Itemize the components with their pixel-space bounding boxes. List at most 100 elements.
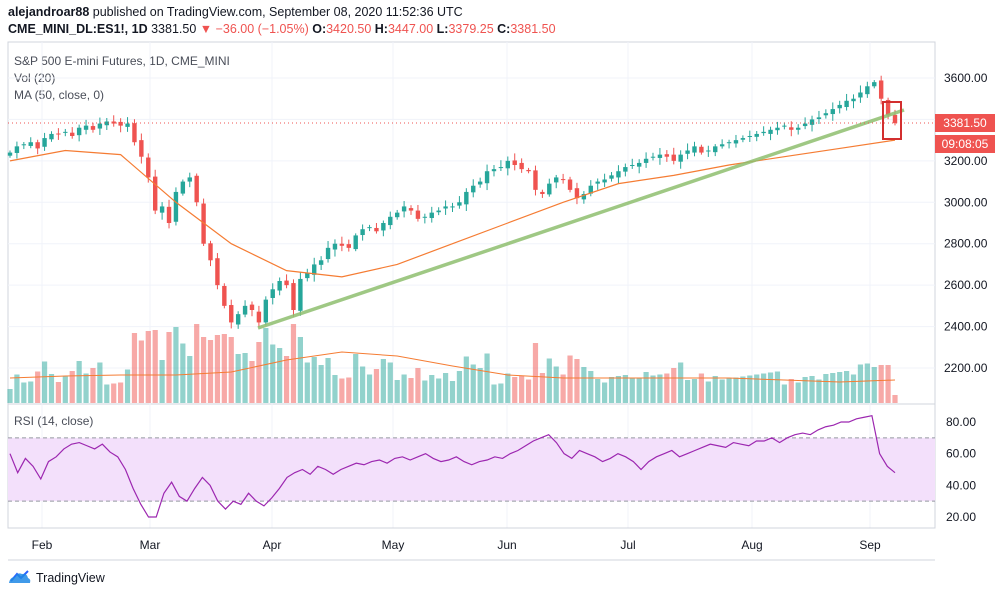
candle-body: [291, 283, 296, 310]
volume-bar: [207, 340, 214, 403]
brand-label: TradingView: [36, 570, 105, 585]
candle-body: [498, 167, 504, 169]
volume-legend[interactable]: Vol (20): [14, 71, 56, 85]
volume-bar: [774, 371, 781, 403]
volume-bar: [152, 330, 158, 403]
candle-body: [49, 133, 54, 140]
low-label: L:: [436, 22, 449, 36]
tradingview-brand[interactable]: TradingView: [8, 568, 105, 587]
volume-bar: [519, 376, 525, 403]
rsi-tick-label: 20.00: [946, 510, 976, 524]
candle-body: [443, 206, 448, 209]
volume-bar: [629, 378, 635, 403]
volume-bar: [525, 379, 532, 403]
rsi-tick-label: 40.00: [946, 478, 976, 492]
volume-bar: [394, 380, 400, 403]
volume-bars: [7, 324, 898, 403]
volume-bar: [145, 331, 151, 403]
close-label: C:: [497, 22, 511, 36]
candle-body: [671, 154, 676, 161]
volume-bar: [712, 376, 718, 403]
volume-bar: [194, 324, 200, 403]
candle-body: [581, 194, 587, 200]
volume-bar: [55, 382, 61, 403]
volume-bar: [719, 379, 725, 403]
candle-body: [477, 181, 483, 185]
open-label: O:: [312, 22, 327, 36]
ma-legend[interactable]: MA (50, close, 0): [14, 88, 105, 102]
candle-body: [851, 98, 856, 102]
candle-body: [706, 150, 711, 152]
symbol-label[interactable]: CME_MINI_DL:ES1!, 1D: [8, 22, 148, 36]
candle-body: [415, 210, 421, 219]
volume-bar: [830, 373, 836, 403]
volume-bar: [124, 369, 131, 403]
volume-bar: [767, 372, 774, 403]
candle-body: [533, 170, 538, 190]
price-tick-label: 2400.00: [944, 320, 988, 334]
volume-bar: [512, 377, 518, 403]
volume-bar: [235, 354, 241, 403]
volume-bar: [7, 389, 13, 403]
volume-bar: [277, 348, 283, 403]
candle-body: [284, 280, 289, 286]
volume-bar: [318, 365, 324, 403]
volume-bar: [360, 366, 366, 403]
volume-bar: [97, 362, 103, 403]
volume-bar: [546, 358, 552, 403]
rsi-legend[interactable]: RSI (14, close): [14, 414, 94, 428]
month-tick-label: Aug: [741, 538, 762, 552]
volume-bar: [346, 377, 352, 403]
volume-bar: [221, 334, 227, 403]
ma-line: [9, 139, 896, 278]
low-value: 3379.25: [448, 22, 494, 36]
month-tick-label: Mar: [140, 538, 161, 552]
volume-bar: [747, 375, 753, 403]
candle-body: [560, 179, 566, 181]
month-tick-label: Feb: [32, 538, 53, 552]
volume-bar: [837, 372, 843, 403]
candle-body: [726, 142, 732, 144]
volume-bar: [401, 374, 407, 403]
chart-grid: [7, 41, 936, 529]
candle-body: [166, 206, 172, 223]
candle-body: [761, 131, 766, 134]
published-text: published on TradingView.com, September …: [92, 5, 463, 19]
volume-bar: [138, 340, 144, 403]
candle-body: [733, 140, 739, 144]
candle-body: [484, 171, 490, 184]
volume-bar: [664, 373, 670, 403]
candle-body: [132, 123, 137, 143]
candle-body: [14, 146, 20, 153]
username[interactable]: alejandroar88: [8, 5, 90, 19]
candle-body: [567, 179, 573, 190]
candle-body: [152, 176, 158, 211]
candle-body: [719, 144, 725, 147]
volume-bar: [187, 356, 193, 403]
volume-bar: [781, 384, 787, 403]
volume-bar: [14, 374, 20, 403]
candle-body: [747, 136, 753, 137]
candle-body: [616, 171, 621, 178]
volume-bar: [449, 381, 456, 403]
price-tick-label: 2800.00: [944, 237, 988, 251]
candle-body: [643, 158, 649, 163]
volume-bar: [366, 374, 373, 403]
candle-body: [802, 123, 808, 127]
candle-body: [650, 156, 656, 158]
candle-body: [796, 127, 801, 130]
month-tick-label: Apr: [263, 538, 282, 552]
candle-body: [194, 175, 199, 203]
series-legend-title[interactable]: S&P 500 E-mini Futures, 1D, CME_MINI: [14, 54, 230, 68]
candle-body: [547, 183, 552, 195]
price-tick-label: 2200.00: [944, 361, 988, 375]
volume-bar: [214, 335, 221, 403]
volume-bar: [270, 344, 276, 403]
volume-bar: [353, 354, 359, 403]
candle-body: [215, 258, 220, 286]
price-tick-label: 3000.00: [944, 195, 988, 209]
candle-body: [830, 109, 835, 115]
volume-bar: [643, 372, 649, 403]
rsi-band: [8, 437, 935, 502]
